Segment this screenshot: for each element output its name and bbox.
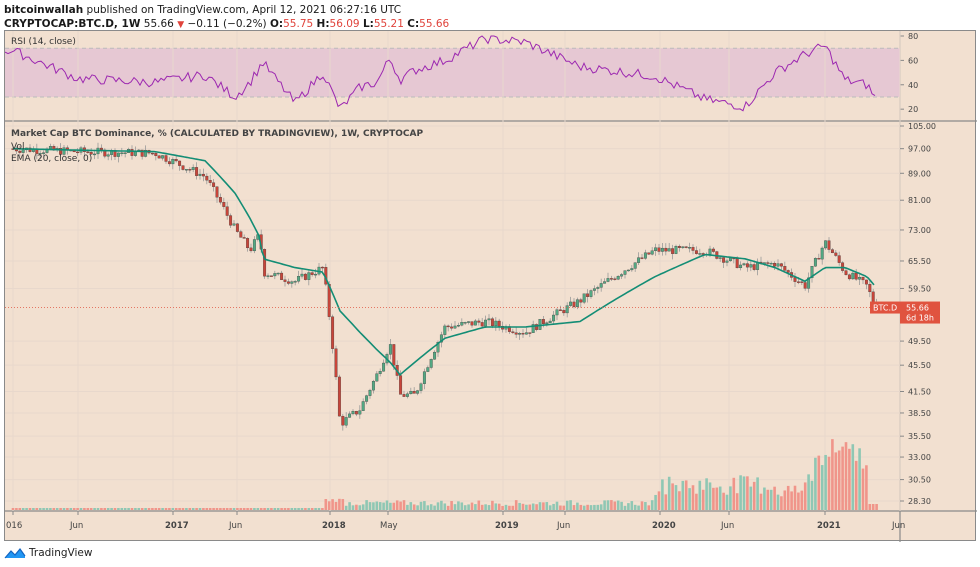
svg-text:6d 18h: 6d 18h [906,314,934,323]
svg-text:2017: 2017 [165,521,189,531]
low-label: L: [362,18,374,30]
svg-text:Jun: Jun [228,521,242,531]
svg-text:81.00: 81.00 [908,196,931,205]
symbol-label[interactable]: CRYPTOCAP:BTC.D, 1W [4,18,141,30]
low-value: 55.21 [373,18,404,30]
svg-text:Jun: Jun [891,521,905,531]
footer: TradingView [4,547,92,559]
svg-text:20: 20 [908,105,918,114]
svg-text:28.30: 28.30 [908,497,931,506]
tradingview-cloud-icon [4,548,26,559]
publish-line: bitcoinwallah published on TradingView.c… [4,3,449,17]
open-label: O: [270,18,284,30]
high-value: 56.09 [329,18,360,30]
price-pane-title[interactable]: Market Cap BTC Dominance, % (CALCULATED … [11,129,424,139]
candles [11,142,879,431]
svg-text:97.00: 97.00 [908,145,931,154]
svg-text:60: 60 [908,56,918,65]
volume-bars [11,439,878,510]
vol-legend[interactable]: Vol [11,142,25,152]
svg-text:89.00: 89.00 [908,169,931,178]
svg-text:80: 80 [908,32,918,41]
svg-text:May: May [380,521,398,531]
rsi-legend[interactable]: RSI (14, close) [11,37,76,47]
svg-text:49.50: 49.50 [908,337,931,346]
svg-text:BTC.D: BTC.D [873,304,897,313]
chart-header: bitcoinwallah published on TradingView.c… [4,3,449,32]
chart-frame[interactable]: 80 60 40 20 105.00 97.00 89.00 81.00 73.00 65.50 5… [4,30,977,542]
svg-text:55.66: 55.66 [906,304,929,313]
published-text: published on TradingView.com, April 12, … [86,4,402,16]
svg-text:016: 016 [6,521,22,531]
svg-text:65.50: 65.50 [908,257,931,266]
svg-text:41.50: 41.50 [908,388,931,397]
svg-text:33.00: 33.00 [908,453,931,462]
high-label: H: [316,18,330,30]
svg-text:35.50: 35.50 [908,432,931,441]
svg-text:Jun: Jun [69,521,83,531]
ohlc-line: CRYPTOCAP:BTC.D, 1W 55.66 ▼ −0.11 (−0.2%… [4,17,449,32]
svg-text:Jun: Jun [720,521,734,531]
svg-text:105.00: 105.00 [908,122,936,131]
chart-canvas[interactable]: 80 60 40 20 105.00 97.00 89.00 81.00 73.00 65.50 5… [5,31,977,542]
svg-text:30.50: 30.50 [908,476,931,485]
svg-text:2019: 2019 [495,521,519,531]
svg-text:38.50: 38.50 [908,409,931,418]
last-price: 55.66 [143,18,174,30]
svg-text:73.00: 73.00 [908,226,931,235]
down-triangle-icon: ▼ [177,20,185,30]
svg-text:59.50: 59.50 [908,284,931,293]
svg-text:2020: 2020 [652,521,676,531]
close-value: 55.66 [419,18,450,30]
close-label: C: [407,18,420,30]
author-name[interactable]: bitcoinwallah [4,4,84,16]
price-change: −0.11 (−0.2%) [187,18,267,30]
ema-legend[interactable]: EMA (20, close, 0) [11,154,93,164]
svg-text:45.50: 45.50 [908,361,931,370]
svg-text:Jun: Jun [556,521,570,531]
svg-text:2021: 2021 [817,521,841,531]
tradingview-brand[interactable]: TradingView [29,547,93,559]
svg-text:2018: 2018 [322,521,346,531]
svg-text:40: 40 [908,81,918,90]
open-value: 55.75 [283,18,314,30]
